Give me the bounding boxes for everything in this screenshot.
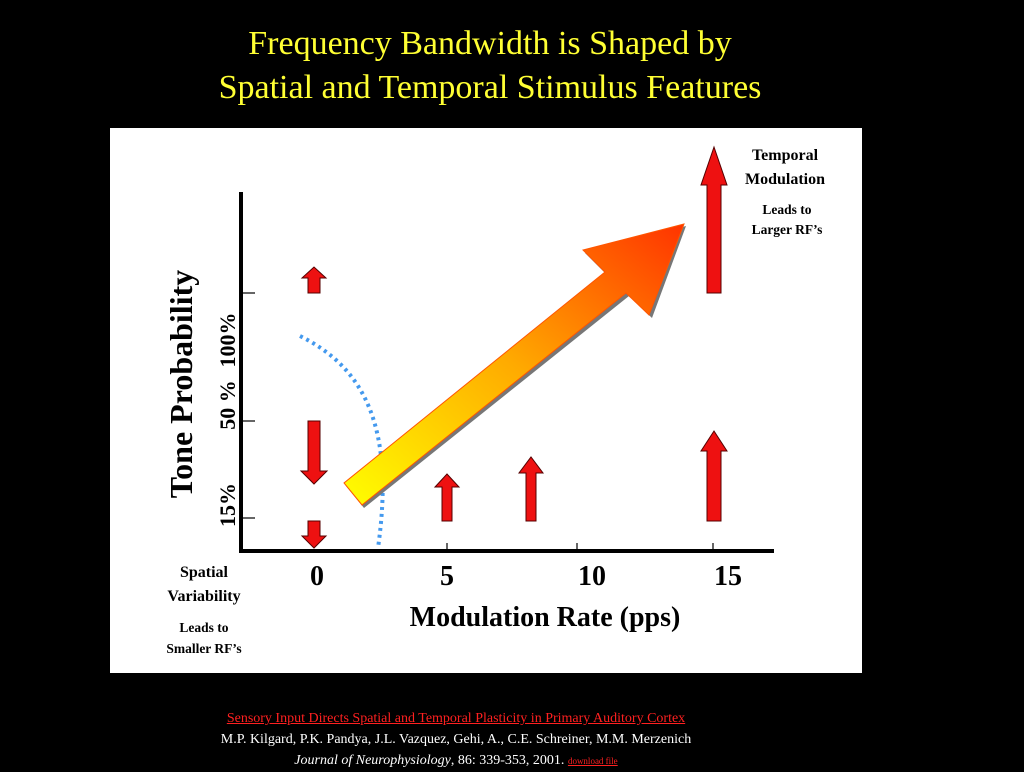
authors: M.P. Kilgard, P.K. Pandya, J.L. Vazquez,… [220,732,692,747]
slide-title: Frequency Bandwidth is Shaped by Spatial… [0,22,980,110]
temporal-note-sub1: Leads to [762,202,811,217]
citation-details: , 86: 339-353, 2001. [450,753,565,768]
big-arrow [343,223,685,506]
x-tick-label-10: 10 [578,561,606,592]
red-arrow-up-5 [433,473,461,522]
temporal-note-sub2: Larger RF’s [752,222,823,237]
red-arrow-down-0b [300,520,328,549]
spatial-note-line1: Spatial [180,564,229,581]
citation-footer: Sensory Input Directs Spatial and Tempor… [0,708,912,772]
title-line-1: Frequency Bandwidth is Shaped by [248,25,732,62]
y-tick-label-50: 50 % [215,380,240,430]
red-arrow-up-10 [518,456,544,522]
red-arrow-up-15b [700,430,728,522]
y-tick-label-100: 100% [215,313,240,368]
x-tick-label-15: 15 [714,561,742,592]
paper-title-link[interactable]: Sensory Input Directs Spatial and Tempor… [226,711,686,726]
x-axis-label: Modulation Rate (pps) [410,602,681,633]
spatial-note-sub2: Smaller RF’s [166,641,241,656]
download-link[interactable]: download file [567,756,618,766]
temporal-note-line1: Temporal [752,147,819,164]
y-tick-label-15: 15% [215,483,240,527]
x-tick-label-5: 5 [440,561,454,592]
spatial-note-line2: Variability [167,588,240,605]
title-line-2: Spatial and Temporal Stimulus Features [218,69,762,106]
temporal-note-line2: Modulation [745,171,825,188]
journal-name: Journal of Neurophysiology [294,753,451,768]
red-arrow-up-15a [700,145,728,294]
x-tick-label-0: 0 [310,561,324,592]
red-arrow-up-0 [300,266,328,294]
red-arrow-down-0a [299,420,329,485]
diagram-panel: 100% 50 % 15% 0 5 10 15 Modulation Rate … [110,128,862,673]
diagram-svg: 100% 50 % 15% 0 5 10 15 Modulation Rate … [163,145,825,656]
y-axis-label: Tone Probability [163,270,199,499]
spatial-note-sub1: Leads to [179,620,228,635]
